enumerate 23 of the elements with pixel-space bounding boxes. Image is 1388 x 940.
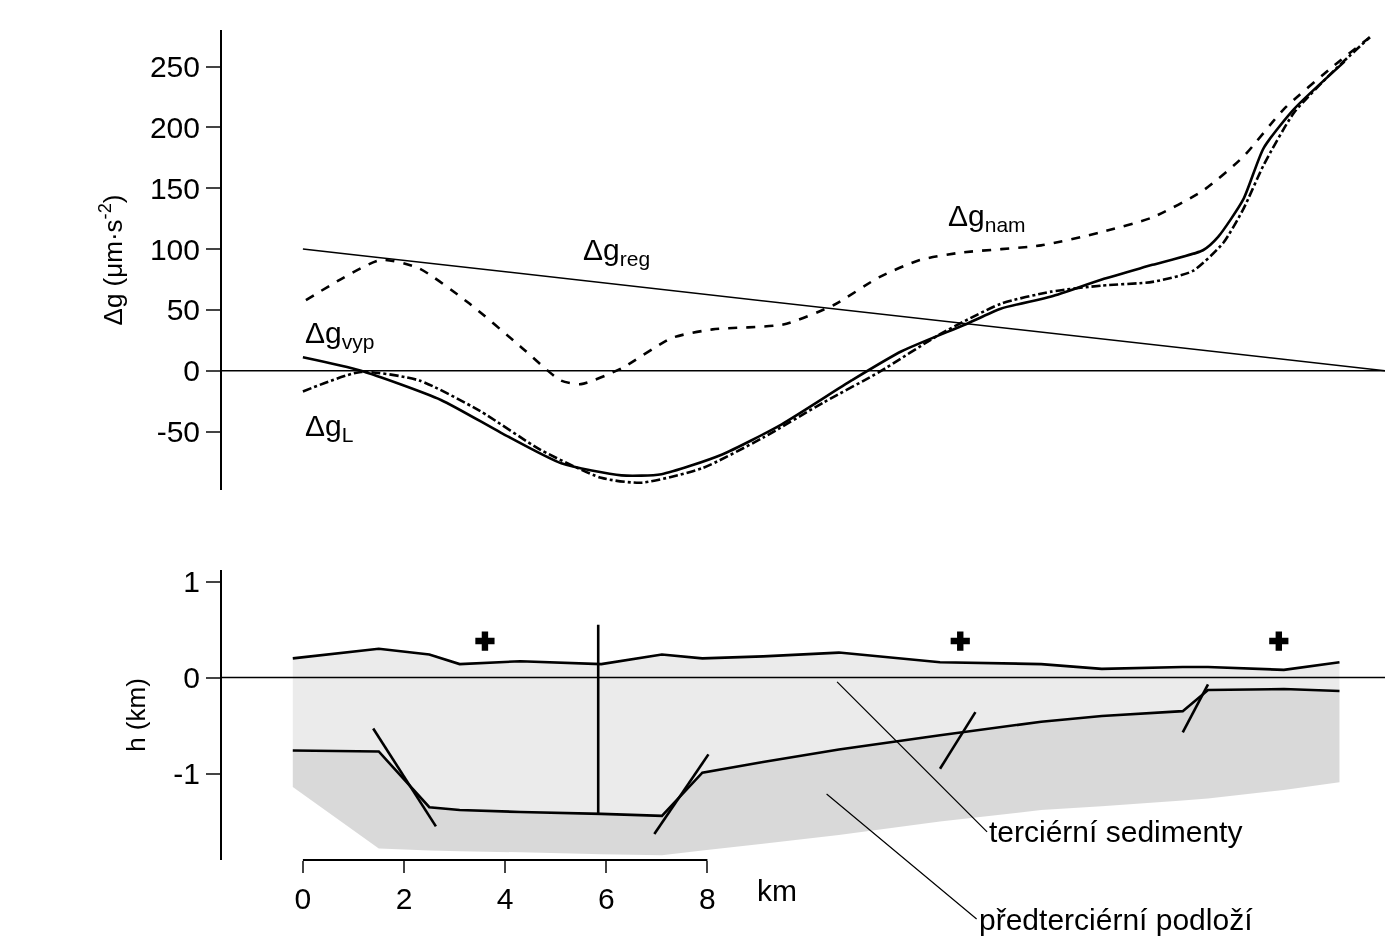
y-tick-label: 250 <box>149 50 200 84</box>
text: předterciérní podloží <box>979 903 1254 936</box>
series-label: Δg$_{nam}$ <box>948 199 1026 237</box>
x-tick-label: 0 <box>294 882 312 915</box>
annotation: terciérní sedimenty <box>989 815 1243 848</box>
y-tick-label: 0 <box>183 661 200 695</box>
y-axis-title: h (km) <box>121 678 152 752</box>
series-label: Δg$_{reg}$ <box>583 233 651 271</box>
y-tick-label: 150 <box>149 171 200 205</box>
x-tick-label: 8 <box>699 882 716 915</box>
y-tick-label: 200 <box>149 110 200 144</box>
x-tick-label: 6 <box>597 882 615 915</box>
series-label: Δg$_{L}$ <box>305 409 354 447</box>
y-tick-label: 0 <box>183 354 200 388</box>
y-tick-label: 100 <box>149 232 200 266</box>
x-tick-label: 2 <box>395 882 413 915</box>
y-tick-label: -1 <box>173 757 200 791</box>
y-tick-label: 1 <box>183 565 200 599</box>
x-axis-title: km <box>757 874 797 907</box>
y-tick-label: 50 <box>166 293 200 327</box>
x-tick-label: 4 <box>496 882 514 915</box>
series-label: Δg$_{vyp}$ <box>305 316 375 354</box>
y-tick-label: -50 <box>156 415 200 449</box>
